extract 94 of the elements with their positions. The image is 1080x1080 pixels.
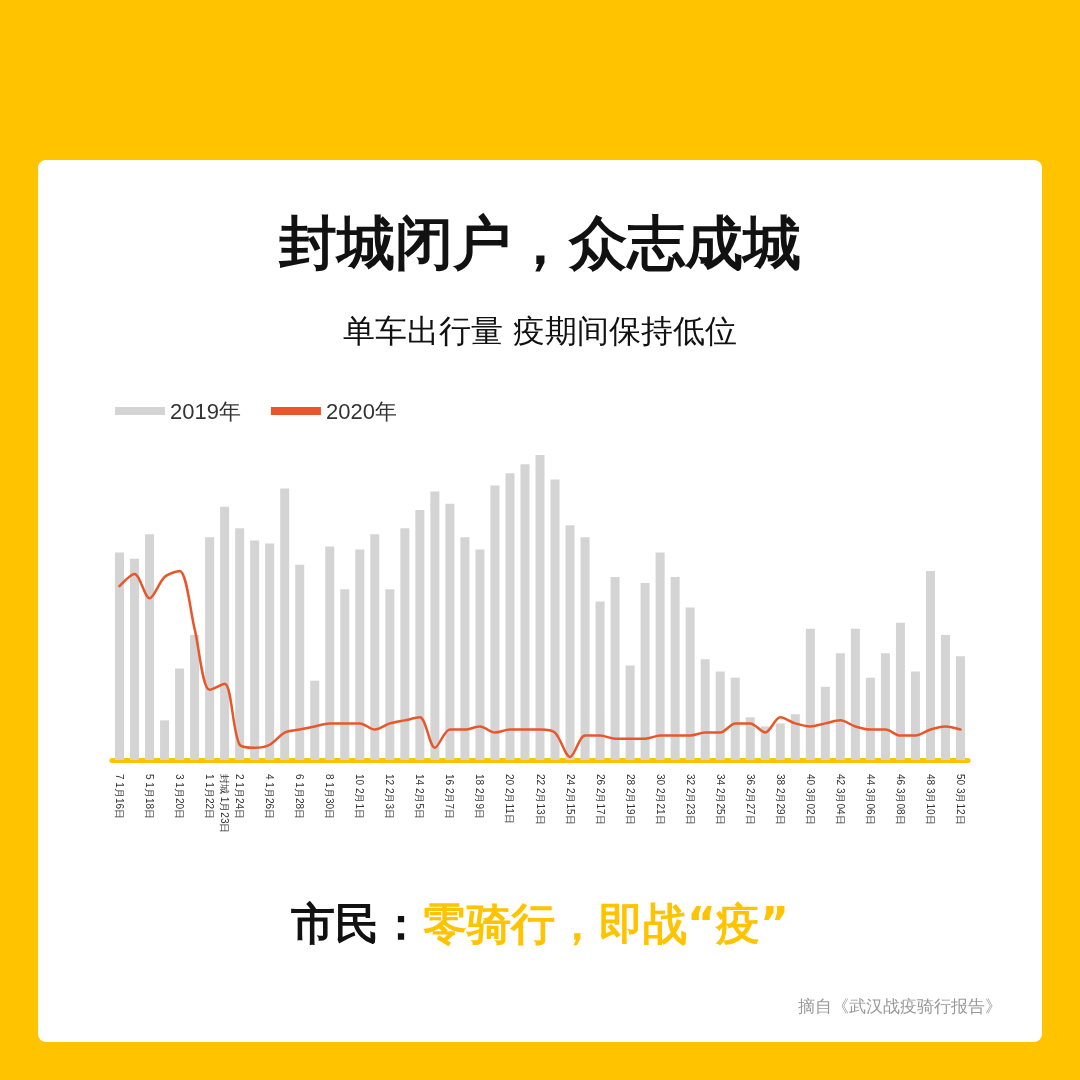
bar xyxy=(670,577,680,760)
x-tick-label: 46 3月08日 xyxy=(894,774,906,825)
x-tick-label: 50 3月12日 xyxy=(954,774,966,825)
x-tick-label: 30 2月21日 xyxy=(654,774,666,825)
bar xyxy=(310,680,320,760)
bar xyxy=(190,634,200,760)
bar xyxy=(235,528,245,760)
x-tick-label: 48 3月10日 xyxy=(924,774,936,825)
bar xyxy=(820,686,830,760)
bar xyxy=(175,668,185,760)
bar xyxy=(490,485,500,760)
bar xyxy=(415,509,425,760)
bar xyxy=(775,723,785,760)
chart-subtitle: 单车出行量 疫期间保持低位 xyxy=(341,311,739,352)
bar xyxy=(925,570,935,760)
x-tick-label: 16 2月7日 xyxy=(444,774,456,820)
bar xyxy=(730,677,740,760)
x-tick-label: 7 1月16日 xyxy=(114,774,126,820)
bar xyxy=(685,607,695,760)
bar xyxy=(880,653,890,760)
bar xyxy=(460,537,470,760)
x-tick-label: 18 2月9日 xyxy=(474,774,486,820)
bar xyxy=(250,540,260,760)
bar xyxy=(355,549,365,760)
x-tick-label: 24 2月15日 xyxy=(564,774,576,825)
bar xyxy=(565,525,575,760)
x-tick-label: 22 2月13日 xyxy=(534,774,546,825)
bar xyxy=(955,656,965,760)
bar xyxy=(520,464,530,760)
bar xyxy=(745,717,755,760)
bar xyxy=(715,671,725,760)
bar xyxy=(610,577,620,760)
bar xyxy=(385,589,395,760)
text: 摘自《武汉战疫骑行报告》 xyxy=(798,995,1002,1018)
bar xyxy=(835,653,845,760)
bar xyxy=(430,491,440,760)
bar xyxy=(325,546,335,760)
bar xyxy=(445,503,455,760)
x-tick-label: 42 3月04日 xyxy=(834,774,846,825)
bar xyxy=(640,583,650,760)
bar xyxy=(295,564,305,760)
text: 市民： xyxy=(291,898,424,949)
x-tick-label: 1 1月22日 xyxy=(204,774,216,820)
x-tick-label: 4 1月26日 xyxy=(264,774,276,820)
x-tick-label: 14 2月5日 xyxy=(414,774,426,820)
x-tick-label: 32 2月23日 xyxy=(684,774,696,825)
bar xyxy=(940,634,950,760)
bar xyxy=(115,552,125,760)
bar xyxy=(595,601,605,760)
x-tick-label: 36 2月27日 xyxy=(744,774,756,825)
x-tick-label: 5 1月18日 xyxy=(144,774,156,820)
x-tick-label: 3 1月20日 xyxy=(174,774,186,820)
bar xyxy=(145,534,155,760)
x-tick-label: 6 1月28日 xyxy=(294,774,306,820)
bar xyxy=(220,506,230,760)
x-tick-label: 34 2月25日 xyxy=(714,774,726,825)
bar xyxy=(205,537,215,760)
bar xyxy=(865,677,875,760)
bar xyxy=(700,659,710,760)
bar xyxy=(370,534,380,760)
bar xyxy=(850,628,860,760)
bar xyxy=(280,488,290,760)
legend-label: 2020年 xyxy=(325,398,397,424)
bar xyxy=(625,665,635,760)
x-tick-label: 26 2月17日 xyxy=(594,774,606,825)
legend-label: 2019年 xyxy=(170,398,241,424)
bar xyxy=(475,549,485,760)
x-tick-label: 8 1月30日 xyxy=(324,774,336,820)
bar xyxy=(760,726,770,760)
bar xyxy=(535,455,545,760)
x-tick-label: 10 2月1日 xyxy=(354,774,366,820)
x-tick-label: 12 2月3日 xyxy=(384,774,396,820)
x-tick-label: 40 3月02日 xyxy=(804,774,816,825)
bar xyxy=(895,622,905,760)
chart-title: 封城闭户，众志成城 xyxy=(277,208,802,279)
x-tick-label: 28 2月19日 xyxy=(624,774,636,825)
bar xyxy=(550,479,560,760)
bar xyxy=(505,473,515,760)
bar xyxy=(910,671,920,760)
bar xyxy=(580,537,590,760)
bar xyxy=(805,628,815,760)
bar xyxy=(400,528,410,760)
x-tick-label: 20 2月11日 xyxy=(504,774,516,824)
x-tick-label: 38 2月29日 xyxy=(774,774,786,825)
bar xyxy=(265,543,275,760)
bar xyxy=(160,720,170,760)
x-tick-label: 封城 1月23日 xyxy=(219,774,231,834)
x-tick-label: 2 1月24日 xyxy=(234,774,246,820)
bar xyxy=(340,589,350,760)
bar xyxy=(655,552,665,760)
bar xyxy=(790,714,800,760)
bar xyxy=(130,558,140,760)
x-tick-label: 44 3月06日 xyxy=(864,774,876,825)
text: 零骑行，即战“疫” xyxy=(423,898,789,949)
